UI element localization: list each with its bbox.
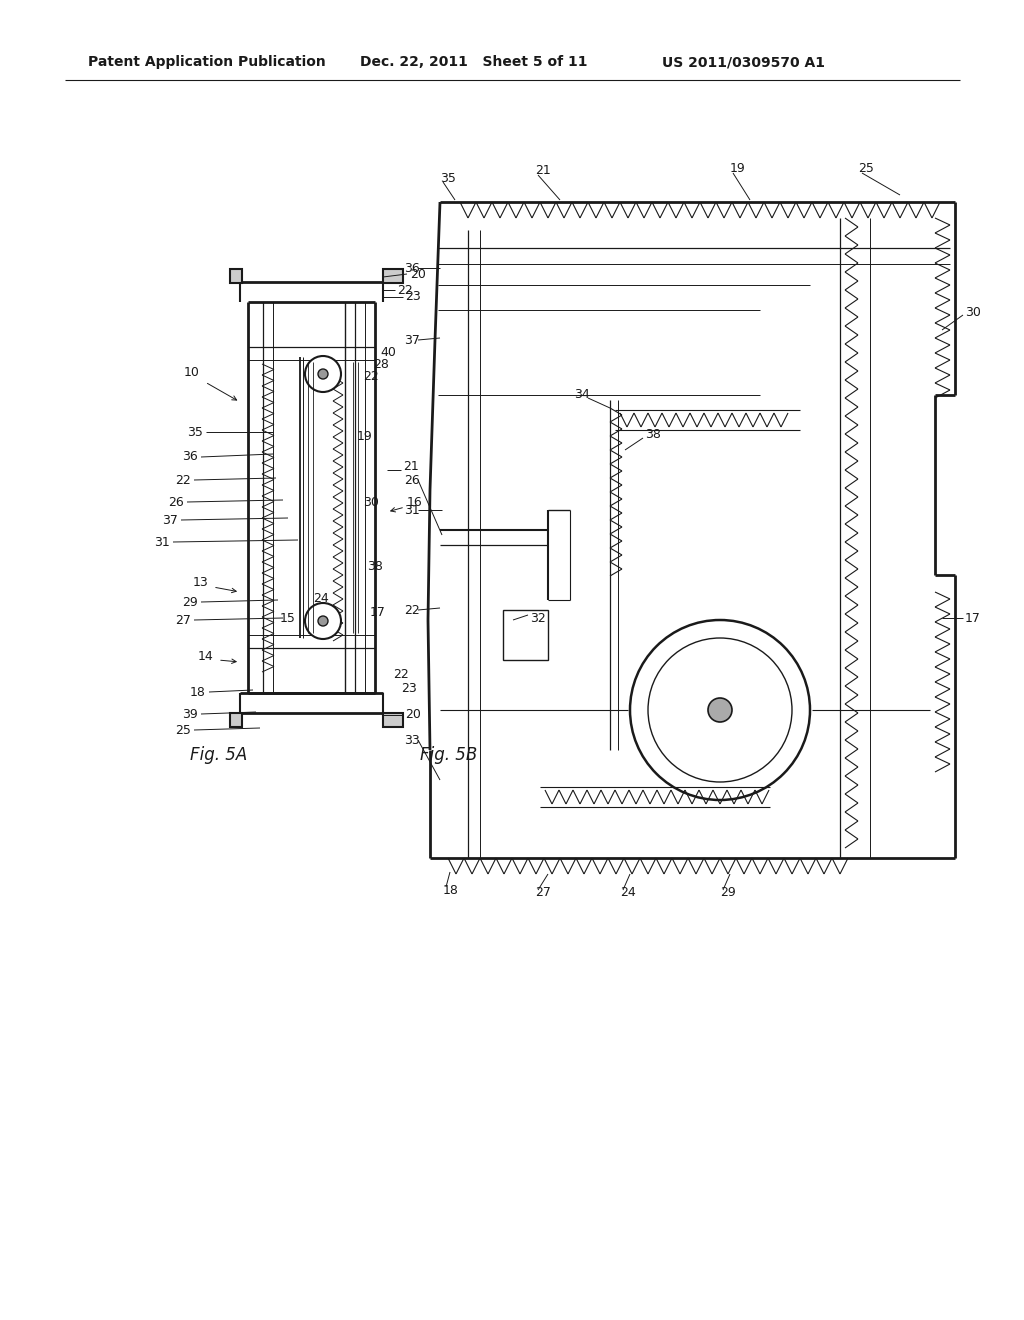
Text: 30: 30 (362, 495, 379, 508)
Text: 20: 20 (410, 268, 426, 281)
Text: 24: 24 (313, 591, 329, 605)
Text: 22: 22 (393, 668, 409, 681)
Text: 18: 18 (190, 685, 206, 698)
Text: 39: 39 (182, 708, 198, 721)
Text: 23: 23 (401, 681, 417, 694)
Text: 38: 38 (645, 429, 660, 441)
Text: 15: 15 (280, 611, 296, 624)
Text: 23: 23 (406, 290, 421, 304)
Text: 20: 20 (406, 709, 421, 722)
Text: 30: 30 (965, 305, 981, 318)
Bar (383, 269, 403, 282)
Bar (230, 713, 242, 727)
Text: 35: 35 (440, 172, 456, 185)
Text: 14: 14 (198, 651, 213, 664)
Circle shape (305, 356, 341, 392)
Text: 29: 29 (182, 595, 198, 609)
Text: 21: 21 (535, 164, 551, 177)
Text: 17: 17 (370, 606, 386, 619)
Circle shape (318, 616, 328, 626)
Text: 24: 24 (620, 887, 636, 899)
Bar (230, 269, 242, 282)
Text: Patent Application Publication: Patent Application Publication (88, 55, 326, 69)
Text: 34: 34 (574, 388, 590, 401)
Text: 25: 25 (858, 161, 873, 174)
Circle shape (648, 638, 792, 781)
Text: 29: 29 (720, 887, 736, 899)
Circle shape (630, 620, 810, 800)
Circle shape (318, 370, 328, 379)
Text: US 2011/0309570 A1: US 2011/0309570 A1 (662, 55, 825, 69)
Text: 37: 37 (162, 513, 178, 527)
Text: 35: 35 (187, 425, 203, 438)
Text: 22: 22 (362, 370, 379, 383)
Text: 18: 18 (443, 883, 459, 896)
Text: 38: 38 (367, 561, 383, 573)
Text: 31: 31 (404, 503, 420, 516)
Bar (503, 610, 548, 660)
Text: 26: 26 (404, 474, 420, 487)
Text: 36: 36 (404, 261, 420, 275)
Text: Dec. 22, 2011   Sheet 5 of 11: Dec. 22, 2011 Sheet 5 of 11 (360, 55, 588, 69)
Text: 37: 37 (404, 334, 420, 346)
Circle shape (708, 698, 732, 722)
Text: 22: 22 (404, 603, 420, 616)
Text: 27: 27 (175, 614, 191, 627)
Text: Fig. 5B: Fig. 5B (420, 746, 477, 764)
Text: 31: 31 (155, 536, 170, 549)
Text: 40: 40 (380, 346, 396, 359)
Text: 26: 26 (168, 495, 184, 508)
Text: 36: 36 (182, 450, 198, 463)
Text: 13: 13 (193, 576, 208, 589)
Text: 17: 17 (965, 611, 981, 624)
Text: 33: 33 (404, 734, 420, 747)
Text: 16: 16 (407, 495, 423, 508)
Text: Fig. 5A: Fig. 5A (190, 746, 247, 764)
Bar (383, 713, 403, 727)
Text: 27: 27 (535, 887, 551, 899)
Text: 22: 22 (175, 474, 191, 487)
Text: 25: 25 (175, 723, 191, 737)
Text: 22: 22 (397, 284, 413, 297)
Text: 10: 10 (184, 366, 200, 379)
Text: 19: 19 (730, 161, 745, 174)
Text: 21: 21 (403, 461, 419, 474)
Text: 32: 32 (530, 611, 546, 624)
Circle shape (305, 603, 341, 639)
Text: 19: 19 (357, 430, 373, 444)
Text: 28: 28 (373, 358, 389, 371)
